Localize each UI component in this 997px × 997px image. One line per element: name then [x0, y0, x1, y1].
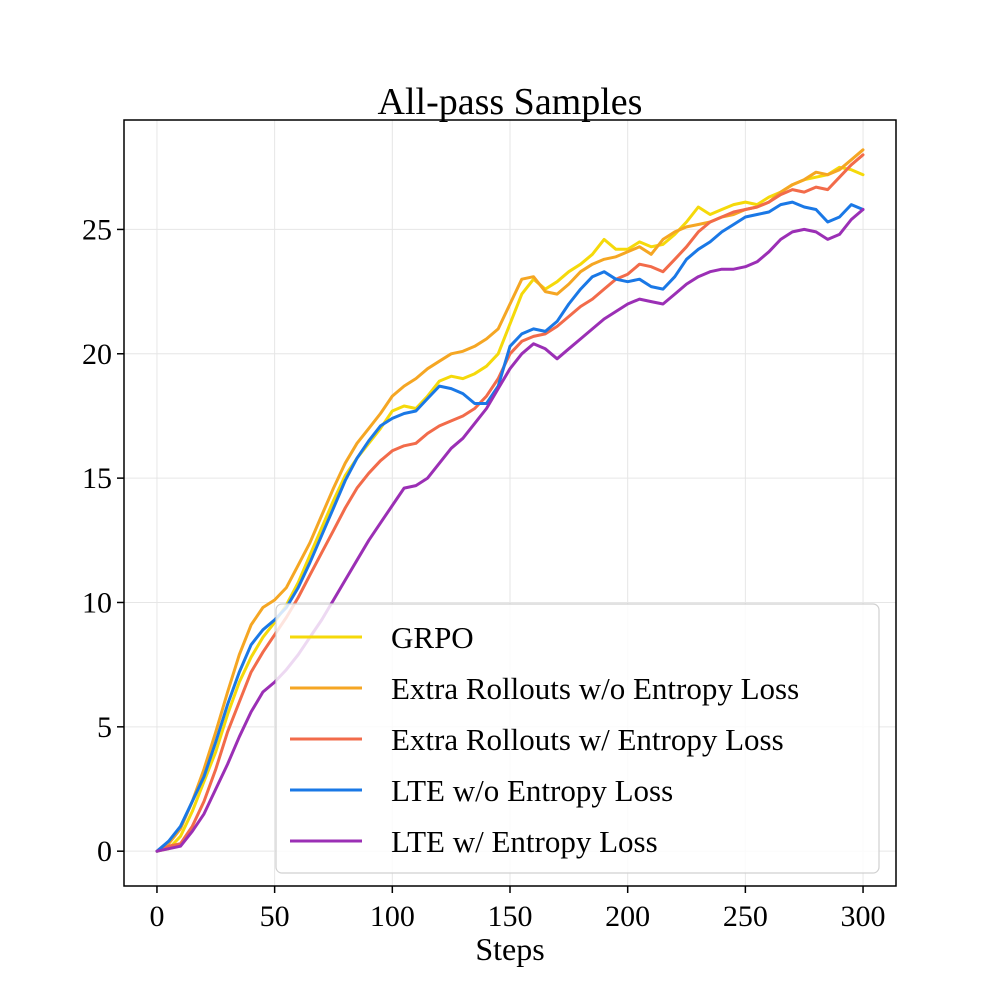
series-line-5 — [155, 208, 865, 853]
x-tick-label: 200 — [605, 900, 650, 933]
y-tick-label: 5 — [97, 711, 112, 744]
y-tick-label: 10 — [82, 586, 112, 619]
legend-label: Extra Rollouts w/o Entropy Loss — [391, 671, 799, 706]
x-tick-label: 250 — [723, 900, 768, 933]
axis-ticks: 0 50 100 150 200 250 300 0 5 10 15 20 25 — [82, 213, 886, 933]
x-tick-label: 50 — [260, 900, 290, 933]
y-tick-label: 0 — [97, 835, 112, 868]
series-line-1 — [155, 165, 865, 853]
legend-label: LTE w/o Entropy Loss — [391, 773, 673, 808]
y-tick-label: 25 — [82, 213, 112, 246]
legend-label: LTE w/ Entropy Loss — [391, 824, 658, 859]
legend-label: GRPO — [391, 620, 474, 655]
x-axis-label: Steps — [475, 931, 544, 967]
x-tick-label: 0 — [149, 900, 164, 933]
legend-box — [275, 603, 880, 874]
series-line-3 — [155, 153, 865, 853]
x-tick-label: 150 — [488, 900, 533, 933]
series-lines — [155, 148, 865, 853]
legend-label: Extra Rollouts w/ Entropy Loss — [391, 722, 784, 757]
y-tick-label: 15 — [82, 462, 112, 495]
x-tick-label: 300 — [841, 900, 886, 933]
series-line-4 — [155, 200, 865, 853]
grid-lines — [124, 120, 896, 886]
x-tick-label: 100 — [370, 900, 415, 933]
chart-title: All-pass Samples — [378, 81, 643, 123]
legend: GRPO Extra Rollouts w/o Entropy Loss Extra… — [275, 603, 880, 874]
y-tick-label: 20 — [82, 338, 112, 371]
